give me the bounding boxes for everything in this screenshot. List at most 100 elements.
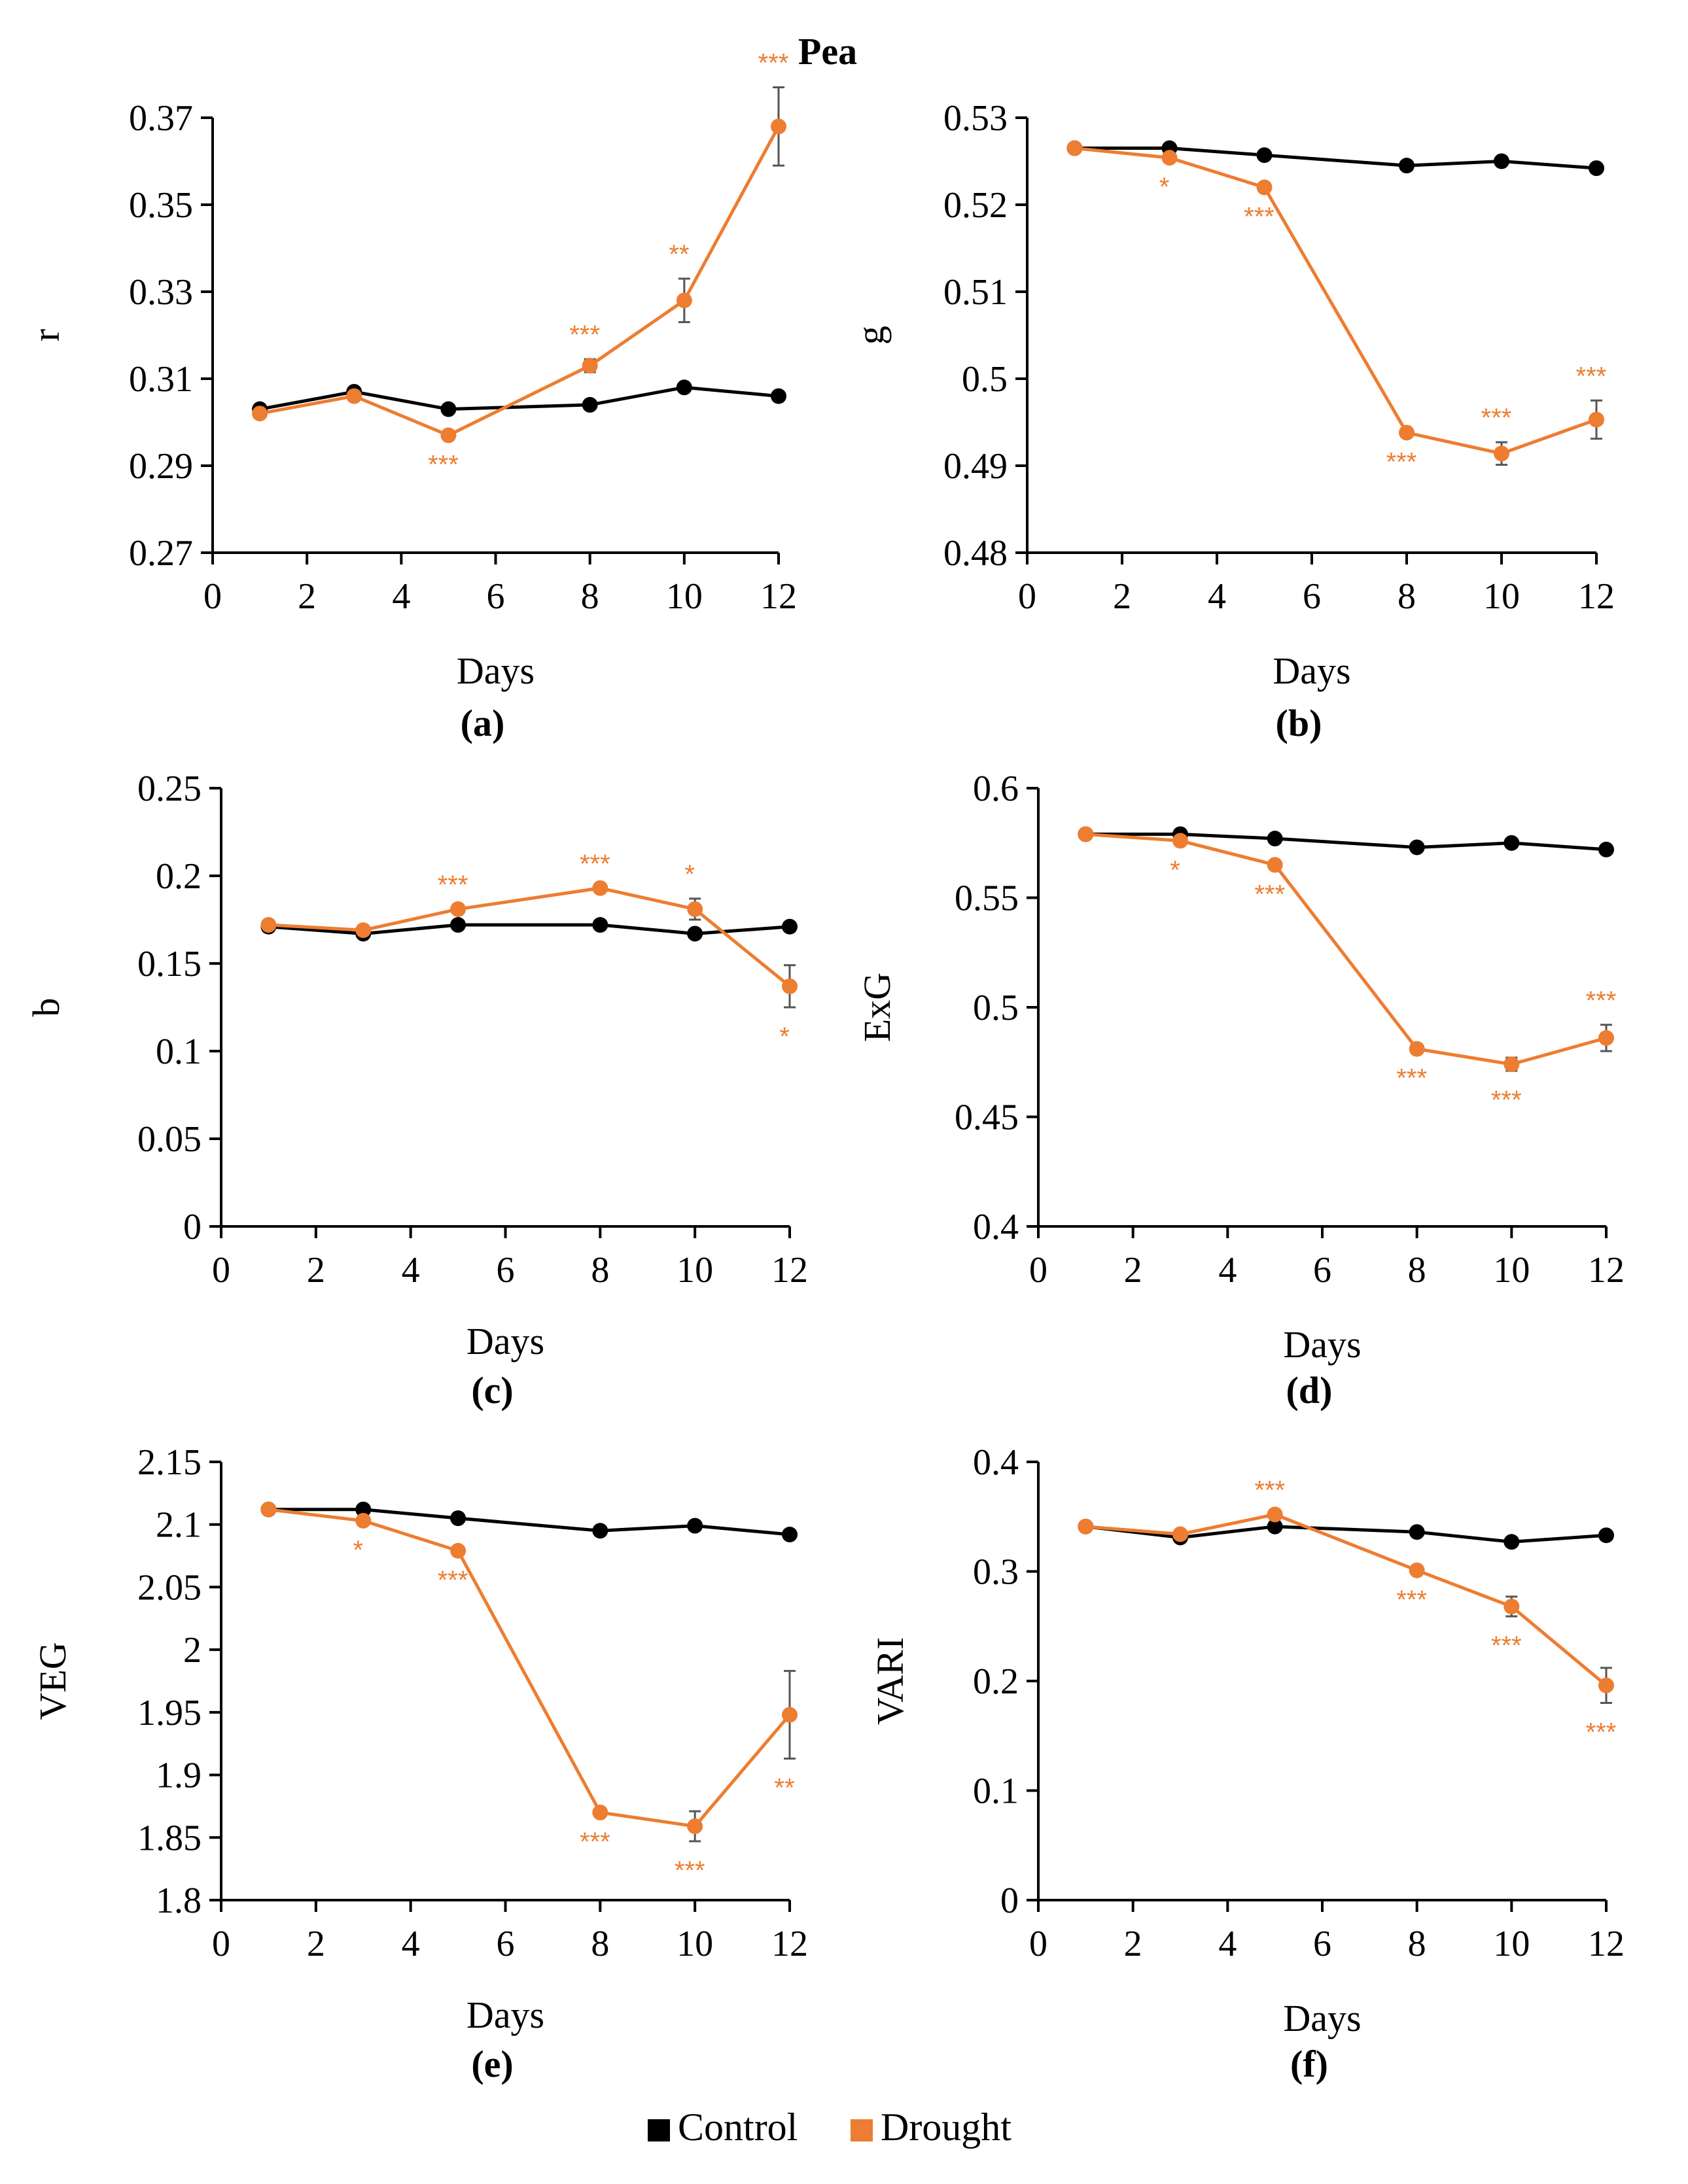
series-line-control bbox=[268, 1508, 790, 1536]
significance-marker: *** bbox=[428, 450, 459, 479]
data-point-control bbox=[1267, 831, 1283, 847]
y-tick-label: 0.27 bbox=[129, 533, 193, 574]
series-line-drought bbox=[1085, 1512, 1608, 1687]
y-tick-label: 0.48 bbox=[943, 533, 1008, 574]
y-tick-label: 0.35 bbox=[129, 185, 193, 226]
x-tick-label: 0 bbox=[212, 1924, 230, 1964]
x-tick-label: 4 bbox=[1218, 1250, 1237, 1291]
x-tick-label: 8 bbox=[591, 1250, 609, 1291]
data-point-drought bbox=[1267, 857, 1283, 873]
data-point-drought bbox=[592, 880, 608, 896]
y-tick-label: 1.95 bbox=[137, 1693, 202, 1733]
data-point-drought bbox=[1172, 1526, 1188, 1542]
y-tick-label: 2.1 bbox=[156, 1505, 202, 1546]
data-point-control bbox=[1503, 835, 1520, 851]
data-point-drought bbox=[450, 901, 466, 917]
x-tick-label: 10 bbox=[1493, 1250, 1530, 1291]
data-point-control bbox=[687, 926, 703, 942]
y-tick-label: 0.45 bbox=[955, 1098, 1019, 1138]
data-point-drought bbox=[1066, 140, 1083, 156]
data-point-control bbox=[450, 1510, 466, 1527]
panel-c: 00.050.10.150.20.250 2 4 6 8 10 12Daysb(c)****… bbox=[25, 769, 808, 1412]
x-tick-label: 12 bbox=[1588, 1250, 1625, 1291]
significance-marker: *** bbox=[1576, 362, 1607, 390]
data-point-drought bbox=[1409, 1562, 1425, 1578]
y-tick-label: 0.2 bbox=[156, 856, 202, 897]
legend-drought-swatch bbox=[851, 2119, 873, 2141]
panel-b: 0.48 0.49 0.5 0.51 0.52 0.53 0 2 4 6 8 10 12 Days g (b)… bbox=[849, 98, 1615, 744]
series-line-control bbox=[1085, 1525, 1607, 1544]
x-tick-label: 0 bbox=[1018, 576, 1036, 617]
y-tick-label: 2.05 bbox=[137, 1567, 202, 1608]
data-point-control bbox=[440, 401, 457, 417]
figure-title: Pea bbox=[798, 30, 857, 73]
significance-marker: *** bbox=[580, 1828, 610, 1856]
data-point-drought bbox=[592, 1805, 608, 1820]
significance-marker: *** bbox=[758, 48, 789, 77]
x-tick-label: 2 bbox=[1113, 576, 1131, 617]
data-point-control bbox=[687, 1517, 703, 1534]
y-tick-label: 0.52 bbox=[943, 185, 1008, 226]
data-point-control bbox=[1399, 158, 1415, 174]
x-tick-label: 10 bbox=[666, 576, 703, 617]
significance-marker: *** bbox=[1481, 404, 1512, 432]
y-tick-label: 0.05 bbox=[137, 1119, 202, 1160]
data-point-control bbox=[1494, 153, 1509, 169]
y-axis-title: r bbox=[25, 329, 67, 341]
data-point-drought bbox=[1172, 833, 1188, 849]
series-line-control bbox=[1074, 147, 1597, 170]
significance-marker: *** bbox=[1491, 1086, 1522, 1115]
data-point-drought bbox=[1503, 1599, 1520, 1615]
y-tick-label: 0.25 bbox=[137, 769, 202, 809]
y-tick-label: 1.9 bbox=[156, 1756, 202, 1796]
x-axis-title: Days bbox=[1273, 650, 1350, 692]
significance-marker: *** bbox=[1244, 202, 1275, 231]
y-tick-label: 0.51 bbox=[943, 272, 1008, 313]
x-tick-label: 8 bbox=[1408, 1924, 1426, 1964]
x-tick-label: 0 bbox=[203, 576, 222, 617]
y-axis-title: ExG bbox=[856, 973, 898, 1042]
significance-marker: * bbox=[353, 1536, 363, 1565]
x-tick-label: 8 bbox=[591, 1924, 609, 1964]
y-tick-label: 1.8 bbox=[156, 1881, 202, 1921]
x-tick-label: 0 bbox=[1029, 1250, 1047, 1291]
data-point-drought bbox=[782, 1707, 798, 1723]
data-point-control bbox=[771, 388, 786, 404]
x-tick-label: 10 bbox=[1483, 576, 1520, 617]
x-tick-label: 10 bbox=[677, 1250, 713, 1291]
y-tick-label: 0 bbox=[1000, 1881, 1019, 1921]
data-point-drought bbox=[1078, 1518, 1094, 1534]
series-line-control bbox=[1085, 832, 1607, 852]
panel-d: 0.40.450.50.550.60 2 4 6 8 10 12DaysExG(d)****… bbox=[856, 769, 1625, 1412]
panel-label: (f) bbox=[1290, 2043, 1328, 2085]
x-tick-label: 6 bbox=[1313, 1250, 1331, 1291]
data-point-drought bbox=[355, 922, 372, 939]
x-tick-label: 8 bbox=[1408, 1250, 1426, 1291]
x-tick-label: 6 bbox=[487, 576, 505, 617]
y-tick-label: 0.2 bbox=[973, 1661, 1019, 1702]
data-point-control bbox=[355, 1501, 372, 1517]
data-point-drought bbox=[1409, 1041, 1425, 1057]
x-tick-label: 4 bbox=[392, 576, 410, 617]
data-point-drought bbox=[355, 1512, 372, 1529]
legend-drought-label: Drought bbox=[881, 2106, 1011, 2149]
y-tick-label: 0.49 bbox=[943, 446, 1008, 487]
x-tick-label: 12 bbox=[1578, 576, 1615, 617]
panel-label: (e) bbox=[471, 2043, 513, 2085]
series-line-drought bbox=[1085, 832, 1607, 1066]
x-tick-label: 2 bbox=[307, 1924, 325, 1964]
x-tick-label: 6 bbox=[1313, 1924, 1331, 1964]
data-point-drought bbox=[1267, 1506, 1283, 1523]
data-point-control bbox=[592, 917, 608, 933]
y-tick-label: 0.29 bbox=[129, 446, 193, 487]
x-tick-label: 4 bbox=[1208, 576, 1226, 617]
significance-marker: *** bbox=[1586, 986, 1617, 1015]
panel-a: 0.27 0.29 0.31 0.33 0.35 0.37 0 2 4 6 8 10 12 Days r (a… bbox=[25, 48, 797, 744]
data-point-control bbox=[782, 918, 798, 935]
panel-label: (d) bbox=[1286, 1369, 1333, 1412]
data-point-drought bbox=[1589, 411, 1604, 428]
x-axis-title: Days bbox=[1283, 1323, 1361, 1366]
significance-marker: *** bbox=[1396, 1586, 1427, 1614]
x-tick-label: 4 bbox=[402, 1250, 420, 1291]
data-point-control bbox=[1589, 160, 1604, 177]
